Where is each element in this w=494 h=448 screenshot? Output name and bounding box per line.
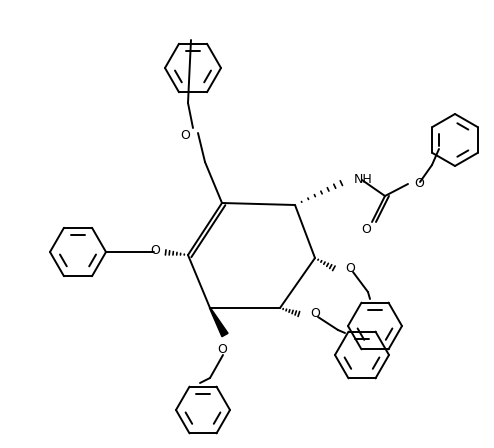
Polygon shape [209,308,228,337]
Text: O: O [310,306,320,319]
Text: NH: NH [354,172,373,185]
Text: O: O [414,177,424,190]
Text: O: O [150,244,160,257]
Text: O: O [345,262,355,275]
Text: O: O [217,343,227,356]
Text: O: O [180,129,190,142]
Text: O: O [361,223,371,236]
